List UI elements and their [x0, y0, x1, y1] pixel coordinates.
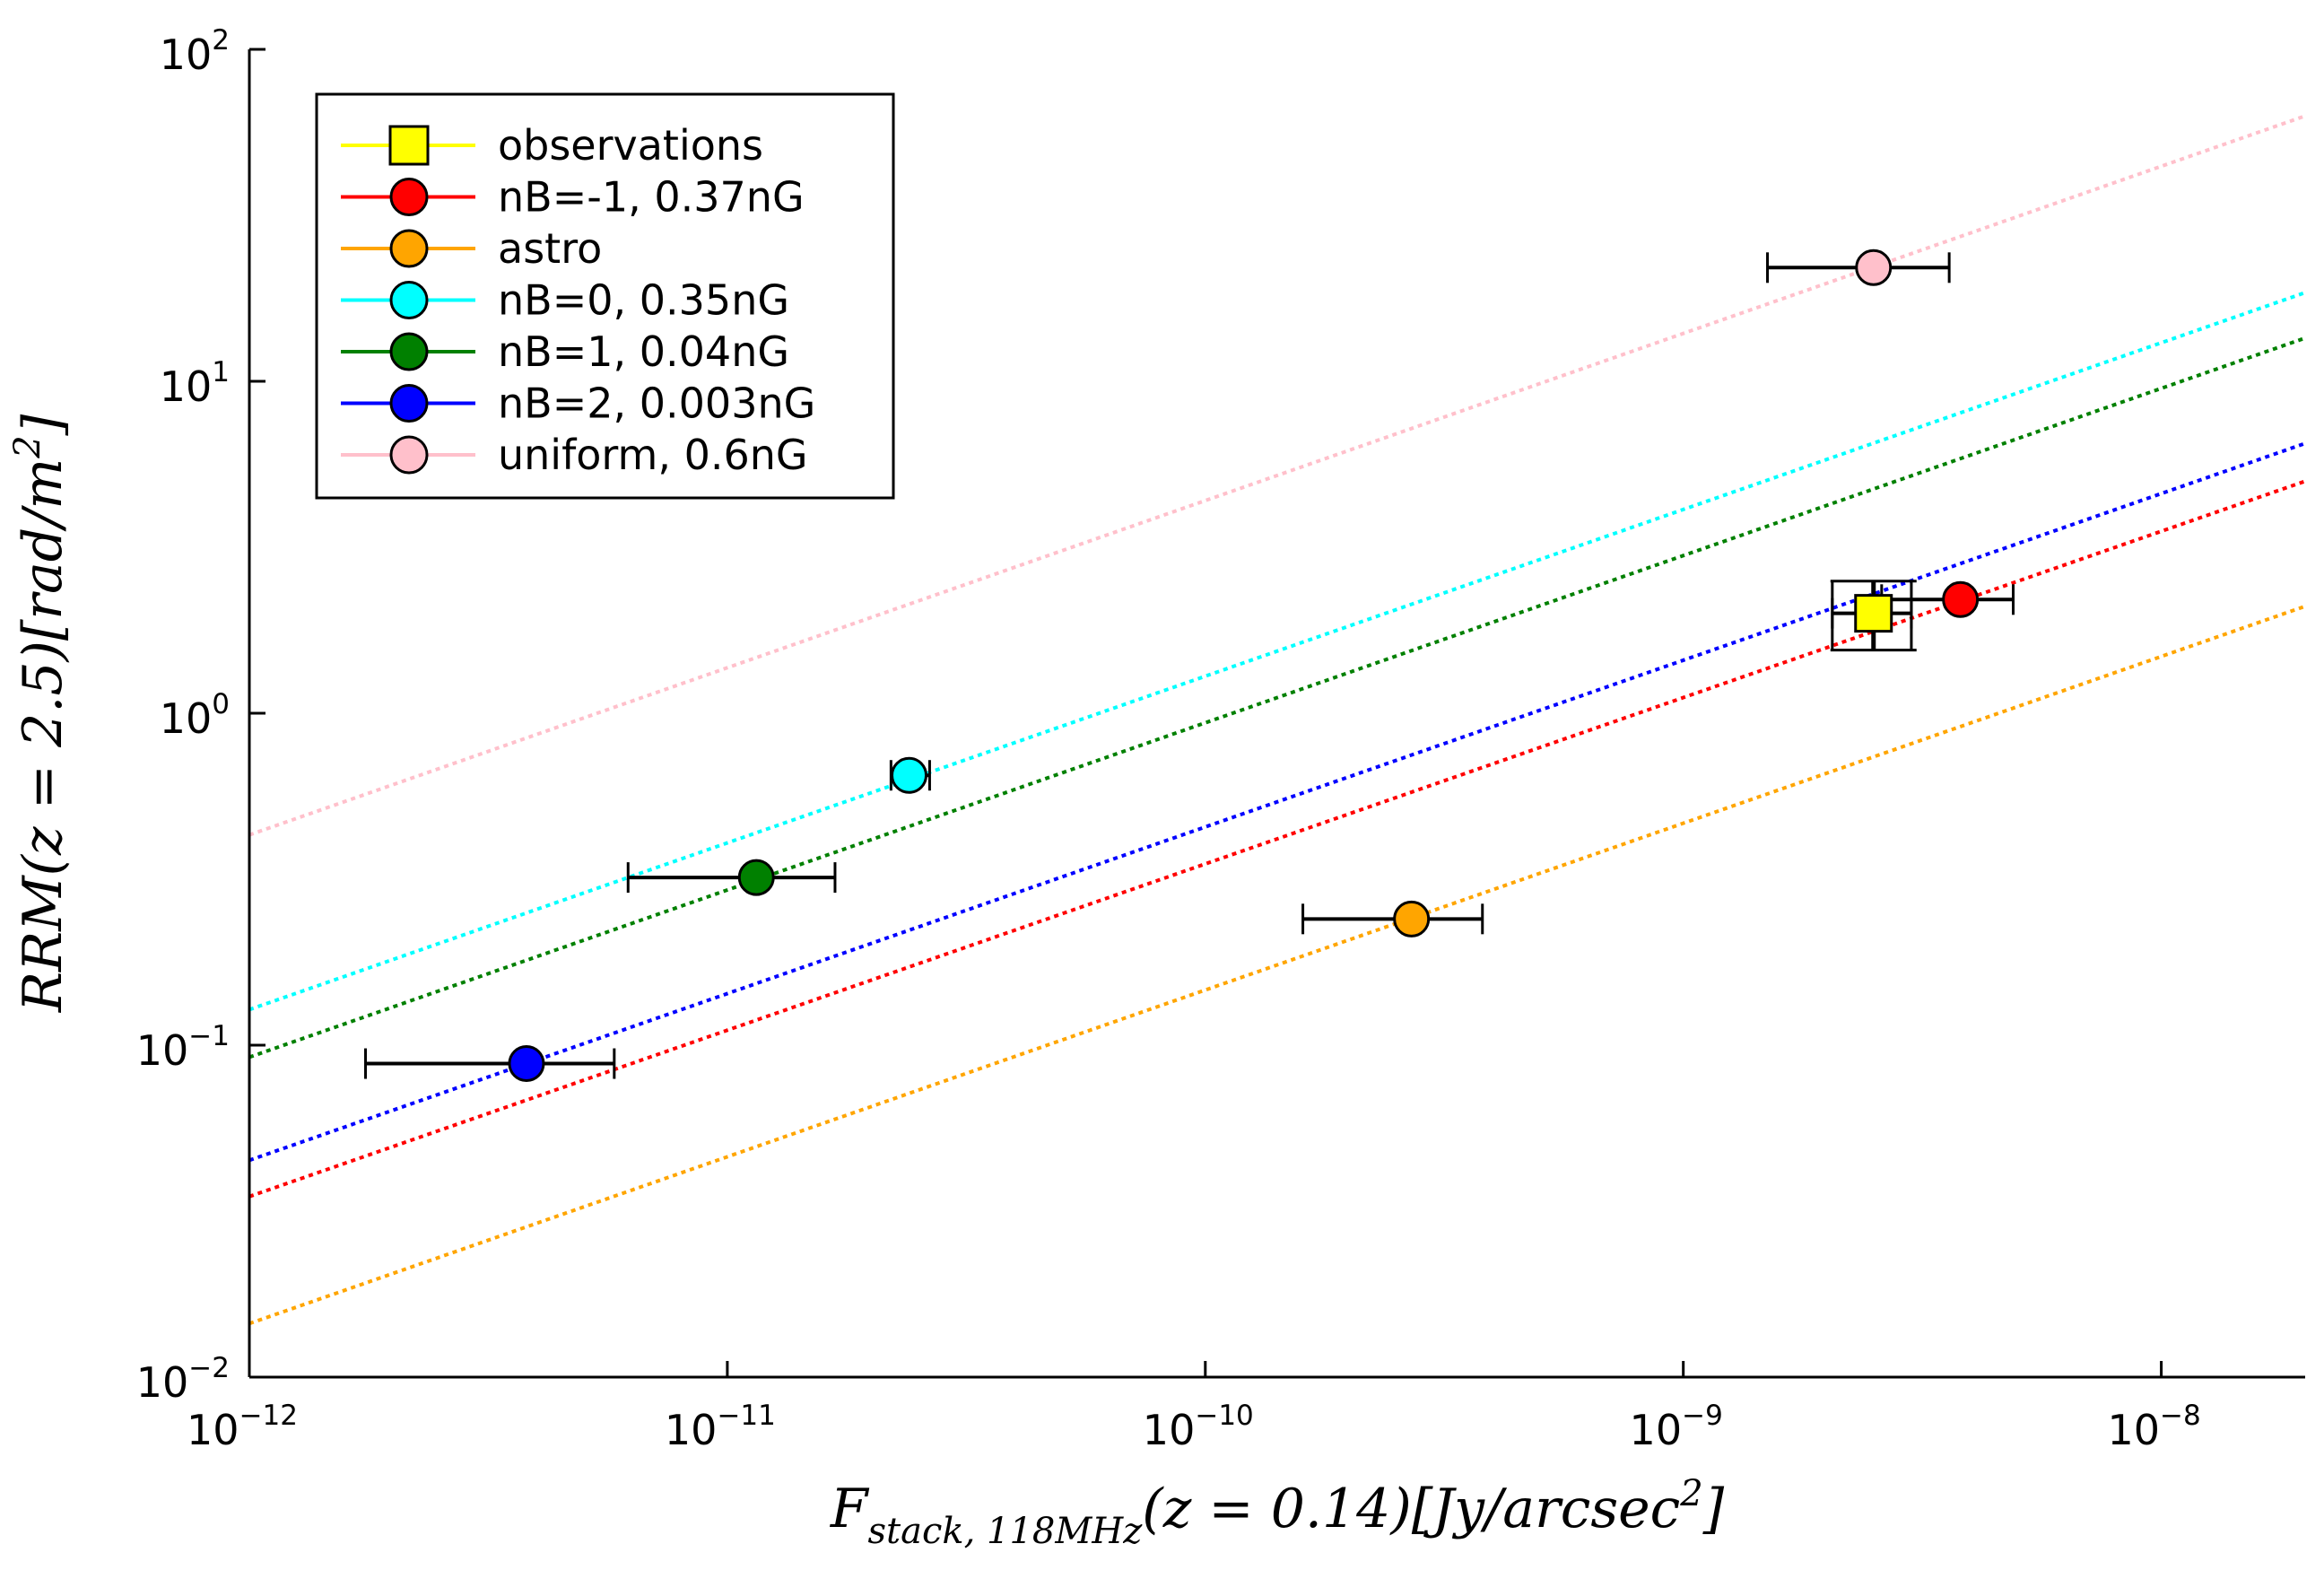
legend-item-nb-1-0-04ng: nB=1, 0.04nG	[341, 327, 789, 376]
x-axis-title-sub: stack, 118MHz	[868, 1511, 1144, 1552]
marker-observations	[1854, 594, 1893, 633]
y-tick-label: 10−2	[136, 1352, 230, 1407]
fit-line-uniform-0-6ng	[248, 114, 2306, 837]
fit-line-astro	[248, 604, 2306, 1326]
x-tick-label: 10−8	[2107, 1400, 2200, 1454]
legend-label-nb-1-0-37ng: nB=-1, 0.37nG	[498, 173, 805, 222]
legend-marker-nb-1-0-37ng	[389, 178, 429, 216]
marker-nb-1-0-37ng	[1942, 580, 1980, 618]
fit-line-nb-1-0-37ng	[248, 479, 2306, 1199]
legend-item-uniform-0-6ng: uniform, 0.6nG	[341, 431, 808, 479]
legend-marker-uniform-0-6ng	[389, 435, 429, 475]
y-axis-title-end: ]	[12, 414, 74, 436]
legend-marker-astro	[389, 229, 429, 268]
x-tick-label: 10−11	[665, 1400, 776, 1454]
legend-marker-nb-2-0-003ng	[389, 384, 429, 423]
data-markers	[508, 249, 1980, 1083]
y-axis-title: RRM(z = 2.5)[rad/m2]	[7, 414, 74, 1013]
x-axis-title-end: ]	[1702, 1478, 1725, 1540]
legend-item-nb-0-0-35ng: nB=0, 0.35nG	[341, 276, 789, 325]
legend-marker-nb-0-0-35ng	[389, 281, 429, 319]
fit-line-nb-1-0-04ng	[248, 336, 2306, 1060]
marker-uniform-0-6ng	[1855, 249, 1893, 286]
legend-label-nb-0-0-35ng: nB=0, 0.35nG	[498, 276, 789, 325]
x-tick-label: 10−9	[1630, 1400, 1723, 1454]
legend-item-nb-1-0-37ng: nB=-1, 0.37nG	[341, 173, 805, 222]
legend-marker-nb-1-0-04ng	[389, 332, 429, 371]
marker-nb-0-0-35ng	[891, 756, 928, 794]
y-tick-label: 100	[160, 688, 230, 743]
x-axis-title-rest: (z = 0.14)[Jy/arcsec	[1142, 1478, 1680, 1540]
marker-nb-1-0-04ng	[737, 859, 775, 896]
y-ticks: 10−2 10−1 100 101 102	[136, 24, 265, 1407]
y-tick-label: 102	[160, 24, 230, 79]
legend-item-observations: observations	[341, 121, 763, 170]
x-axis-title: Fstack, 118MHz(z = 0.14)[Jy/arcsec2]	[830, 1473, 1725, 1552]
y-tick-label: 10−1	[136, 1020, 230, 1075]
y-axis-title-sup: 2	[7, 435, 48, 458]
legend-label-astro: astro	[498, 224, 602, 273]
x-axis-title-main: F	[830, 1478, 870, 1540]
marker-astro	[1393, 900, 1431, 938]
fit-line-nb-2-0-003ng	[248, 441, 2306, 1163]
y-tick-label: 101	[160, 356, 230, 411]
legend-label-nb-2-0-003ng: nB=2, 0.003nG	[498, 379, 815, 428]
marker-nb-2-0-003ng	[508, 1045, 545, 1083]
legend-label-nb-1-0-04ng: nB=1, 0.04nG	[498, 327, 789, 376]
legend-label-uniform-0-6ng: uniform, 0.6nG	[498, 431, 808, 479]
legend-label-observations: observations	[498, 121, 763, 170]
x-tick-label: 10−10	[1143, 1400, 1254, 1454]
x-tick-label: 10−12	[187, 1400, 298, 1454]
x-axis-title-sup: 2	[1679, 1473, 1702, 1514]
legend-marker-observations	[388, 125, 430, 166]
legend-item-nb-2-0-003ng: nB=2, 0.003nG	[341, 379, 815, 428]
fit-line-nb-0-0-35ng	[248, 291, 2306, 1012]
legend-item-astro: astro	[341, 224, 602, 273]
x-ticks: 10−12 10−11 10−10 10−9 10−8	[187, 1361, 2201, 1454]
y-axis-title-main: RRM(z = 2.5)[rad/m	[12, 458, 74, 1013]
